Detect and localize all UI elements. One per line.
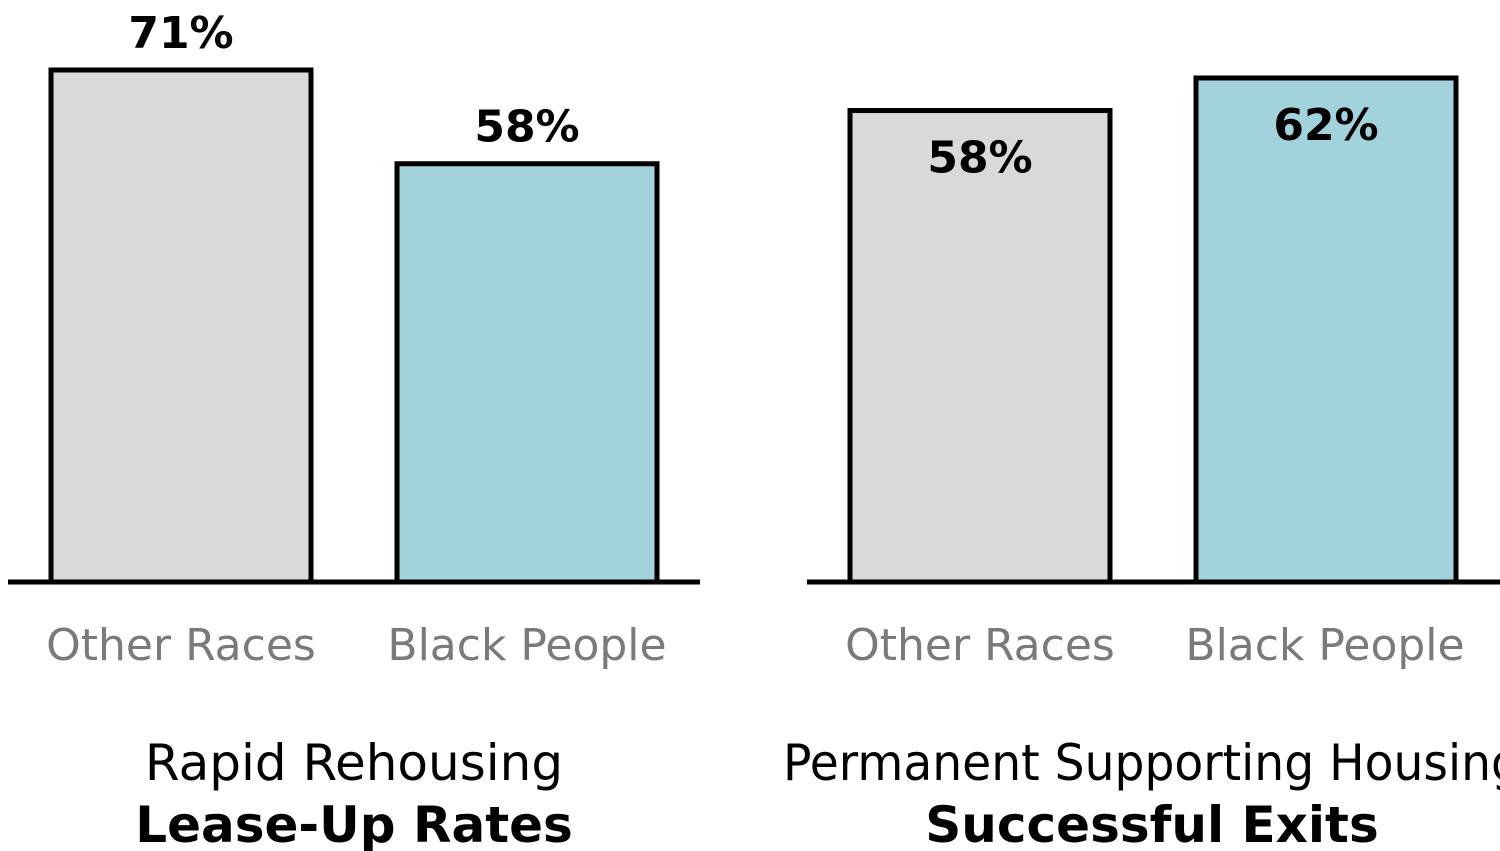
data-label-black-people: 62% xyxy=(1273,100,1378,151)
chart-title: Permanent Supporting Housing xyxy=(783,734,1500,792)
chart-title: Rapid Rehousing xyxy=(145,734,563,792)
bar-black-people xyxy=(1193,75,1459,585)
data-label-other-races: 58% xyxy=(927,133,1032,184)
chart-subtitle: Successful Exits xyxy=(925,796,1378,851)
bar-other-races xyxy=(847,108,1113,585)
chart-rapid-rehousing: 71% 58% Other Races Black People Rapid R… xyxy=(8,8,700,851)
category-label-other-races: Other Races xyxy=(46,620,316,671)
category-label-other-races: Other Races xyxy=(845,620,1115,671)
data-label-other-races: 71% xyxy=(128,8,233,59)
bar-other-races xyxy=(48,67,314,585)
chart-subtitle: Lease-Up Rates xyxy=(135,796,573,851)
chart-permanent-supporting-housing: 58% 62% Other Races Black People Permane… xyxy=(783,75,1500,851)
category-label-black-people: Black People xyxy=(1185,620,1464,671)
data-label-black-people: 58% xyxy=(474,102,579,153)
category-label-black-people: Black People xyxy=(387,620,666,671)
bar-black-people xyxy=(394,161,660,585)
